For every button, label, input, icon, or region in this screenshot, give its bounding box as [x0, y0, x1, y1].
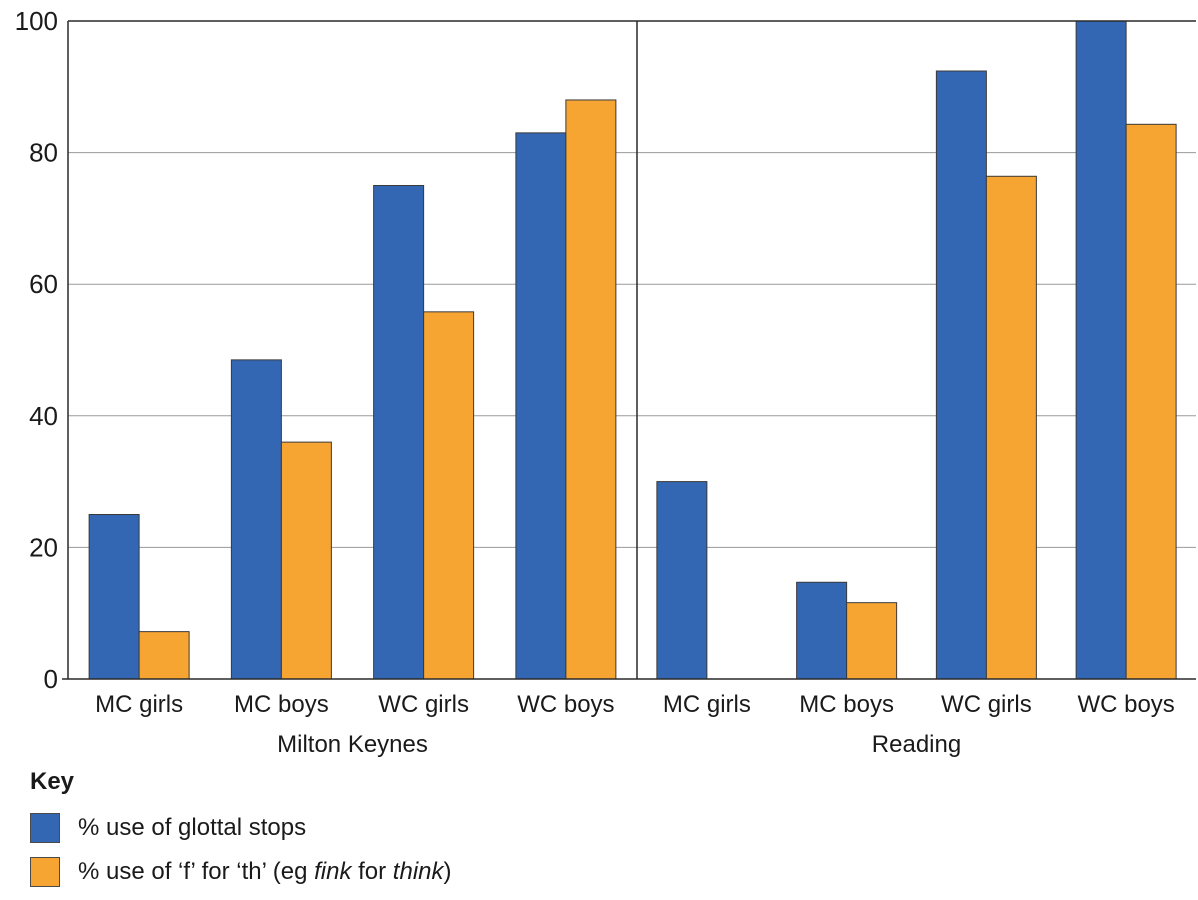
y-tick-label-20: 20: [29, 532, 58, 562]
bar-milton-keynes-mc-girls-series1: [138, 631, 190, 680]
bar-milton-keynes-wc-girls-series1: [423, 311, 475, 680]
bar-milton-keynes-mc-girls-series0: [88, 514, 140, 680]
bar-reading-wc-girls-series1: [985, 175, 1037, 680]
x-tick-label-reading-wc-girls: WC girls: [941, 691, 1032, 718]
x-tick-label-milton-keynes-wc-boys: WC boys: [517, 691, 614, 718]
bar-reading-mc-boys-series0: [796, 581, 848, 680]
bar-reading-mc-girls-series0: [656, 481, 708, 680]
y-tick-label-0: 0: [44, 664, 58, 694]
x-tick-label-reading-mc-girls: MC girls: [663, 691, 751, 718]
y-tick-label-40: 40: [29, 401, 58, 431]
bar-milton-keynes-mc-boys-series1: [280, 441, 332, 680]
bar-reading-wc-boys-series1: [1125, 123, 1177, 680]
y-tick-label-100: 100: [15, 6, 58, 36]
x-tick-label-reading-wc-boys: WC boys: [1077, 691, 1174, 718]
legend-label-glottal-stops: % use of glottal stops: [78, 814, 307, 841]
x-tick-label-milton-keynes-wc-girls: WC girls: [378, 691, 469, 718]
x-tick-label-reading-mc-boys: MC boys: [799, 691, 894, 718]
legend-item-f-for-th: % use of ‘f’ for ‘th’ (eg fink for think…: [30, 856, 452, 888]
legend-title: Key: [30, 768, 75, 795]
bar-milton-keynes-wc-boys-series0: [515, 132, 567, 680]
group-label-milton-keynes: Milton Keynes: [277, 731, 428, 758]
legend-swatch-glottal-stops: [30, 813, 60, 843]
bar-reading-wc-boys-series0: [1075, 20, 1127, 680]
y-tick-label-60: 60: [29, 269, 58, 299]
legend-swatch-f-for-th: [30, 857, 60, 887]
group-label-reading: Reading: [872, 731, 961, 758]
legend-item-glottal-stops: % use of glottal stops: [30, 812, 452, 844]
legend-label-f-for-th: % use of ‘f’ for ‘th’ (eg fink for think…: [78, 858, 452, 885]
x-tick-label-milton-keynes-mc-boys: MC boys: [234, 691, 329, 718]
x-tick-label-milton-keynes-mc-girls: MC girls: [95, 691, 183, 718]
bar-reading-wc-girls-series0: [935, 70, 987, 680]
bar-chart: 0 20 40 60 80 100 MC girls MC boys WC girls WC bo…: [15, 6, 1196, 758]
legend: Key % use of glottal stops % use of ‘f’ …: [30, 768, 452, 900]
y-tick-label-80: 80: [29, 138, 58, 168]
bar-milton-keynes-wc-girls-series0: [373, 185, 425, 680]
bar-reading-mc-boys-series1: [846, 602, 898, 680]
bar-milton-keynes-wc-boys-series1: [565, 99, 617, 680]
bar-milton-keynes-mc-boys-series0: [230, 359, 282, 680]
